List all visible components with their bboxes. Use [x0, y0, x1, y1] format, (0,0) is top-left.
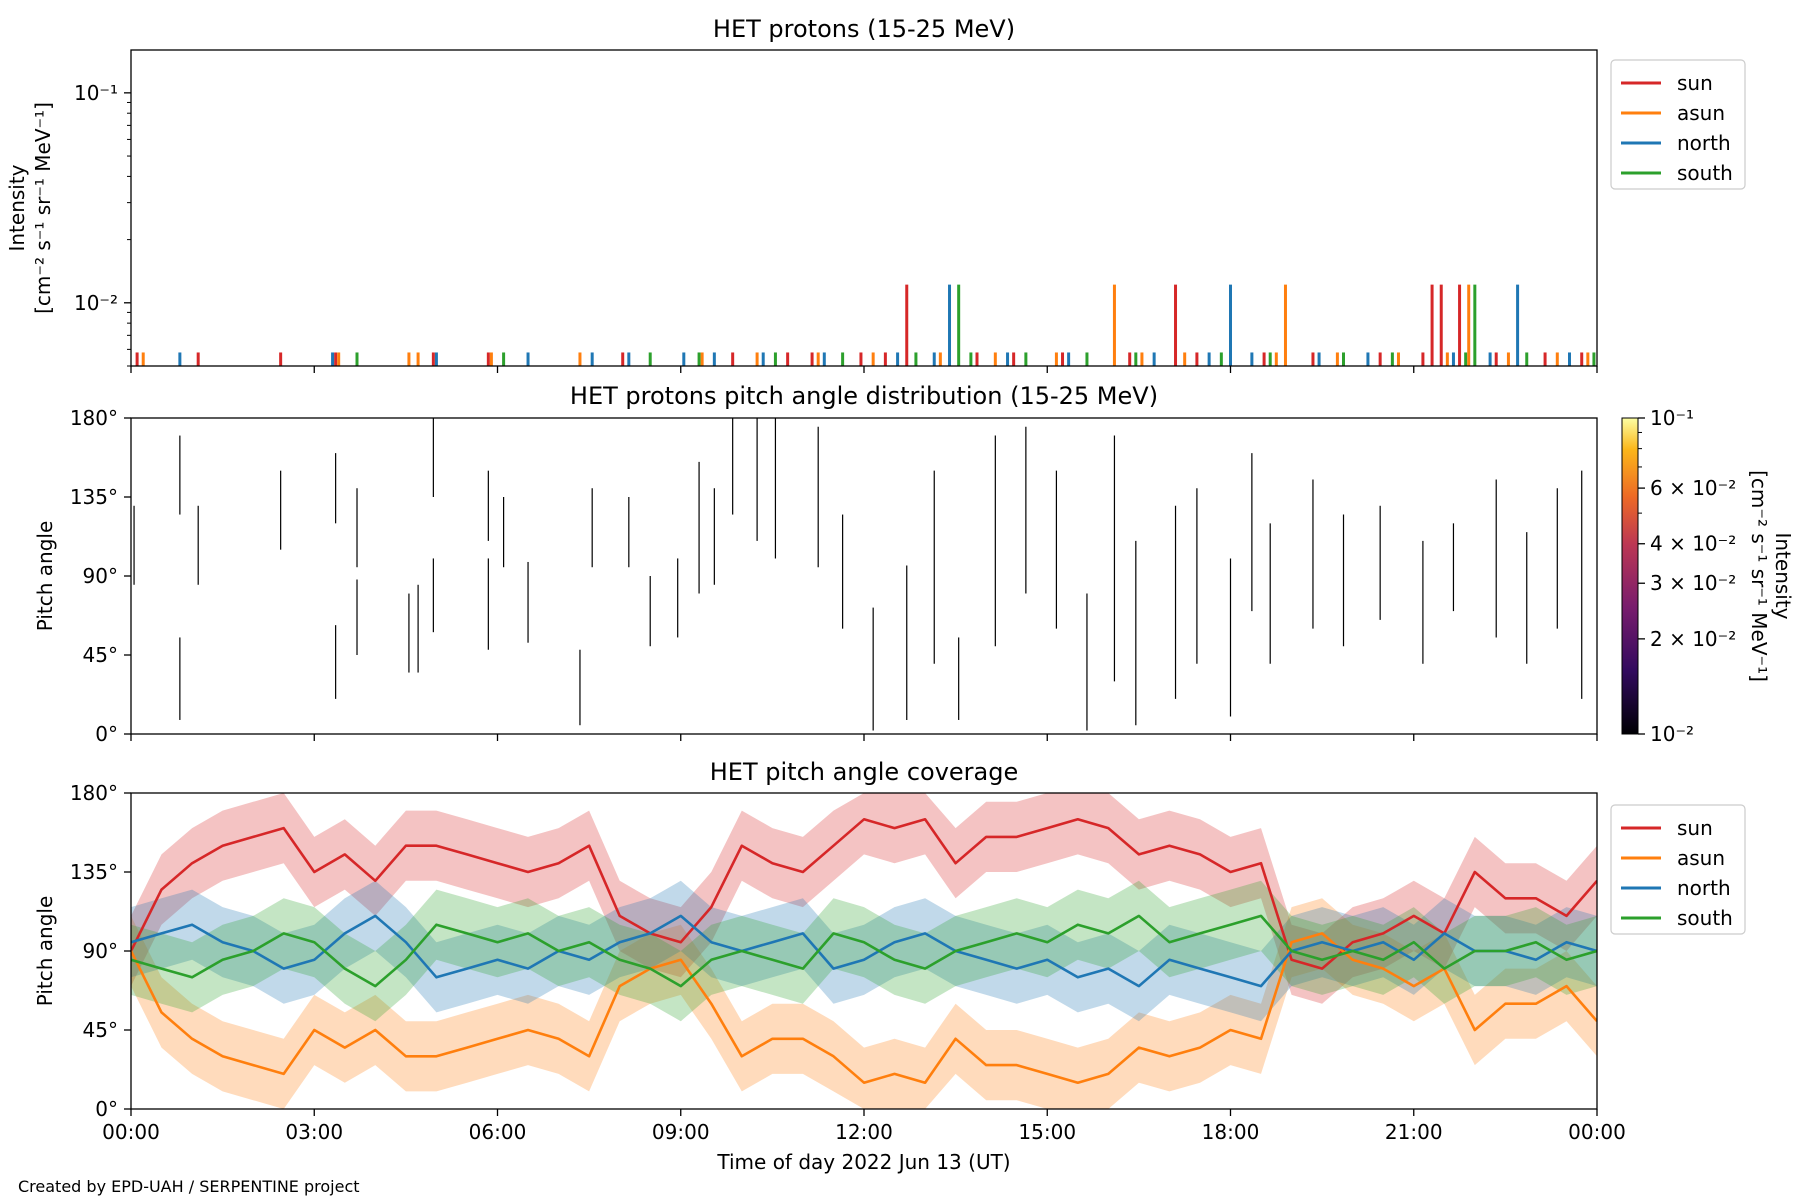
- colorbar-tick-label: 2 × 10⁻²: [1650, 627, 1736, 651]
- y-tick-label: 180°: [70, 406, 118, 430]
- colorbar-tick-label: 3 × 10⁻²: [1650, 571, 1736, 595]
- credit-text: Created by EPD-UAH / SERPENTINE project: [18, 1177, 360, 1196]
- south-legend-label: south: [1677, 161, 1733, 185]
- intensity-y-ticks: 10⁻¹ 10⁻²: [74, 81, 131, 367]
- y-tick-label: 90°: [83, 564, 118, 588]
- y-tick-label: 90°: [83, 939, 118, 963]
- x-tick-label: 00:00: [102, 1120, 160, 1144]
- intensity-panel-title: HET protons (15-25 MeV): [713, 15, 1015, 43]
- y-tick-label: 0°: [95, 1097, 118, 1121]
- south-coverage-band: [131, 880, 1597, 1022]
- legend-frame: [1610, 804, 1746, 935]
- colorbar-tick-label: 10⁻²: [1650, 722, 1694, 746]
- coverage-panel-title: HET pitch angle coverage: [710, 758, 1018, 786]
- colorbar: [1621, 417, 1639, 735]
- y-tick-label: 10⁻²: [74, 291, 118, 315]
- pad-axes-frame: [130, 417, 1598, 735]
- intensity-y-label: Intensity: [5, 164, 29, 251]
- y-tick-label: 135°: [70, 485, 118, 509]
- x-tick-label: 12:00: [835, 1120, 893, 1144]
- north-legend-label: north: [1677, 876, 1731, 900]
- legend-frame: [1610, 59, 1746, 190]
- south-legend-label: south: [1677, 906, 1733, 930]
- asun-coverage-band: [131, 898, 1597, 1109]
- y-tick-label: 45°: [83, 643, 118, 667]
- sun-legend-label: sun: [1677, 71, 1713, 95]
- coverage-legend: sun asun north south: [1610, 804, 1746, 935]
- y-tick-label: 45°: [83, 1018, 118, 1042]
- colorbar-label-units: [cm⁻² s⁻¹ sr⁻¹ MeV⁻¹]: [1747, 470, 1771, 682]
- intensity-x-ticks: [130, 366, 1598, 373]
- coverage-y-ticks: 0° 45° 90° 135° 180°: [70, 781, 131, 1121]
- y-tick-label: 135°: [70, 860, 118, 884]
- y-tick-label: 0°: [95, 722, 118, 746]
- north-legend-label: north: [1677, 131, 1731, 155]
- asun-legend-label: asun: [1677, 101, 1725, 125]
- colorbar-tick-label: 10⁻¹: [1650, 406, 1694, 430]
- sun-coverage-band: [131, 793, 1597, 1004]
- coverage-panel: HET pitch angle coverage 0° 45° 90° 135° 180…: [33, 758, 1746, 1144]
- intensity-legend: sun asun north south: [1610, 59, 1746, 190]
- x-tick-label: 09:00: [652, 1120, 710, 1144]
- pad-x-ticks: [130, 734, 1598, 741]
- coverage-y-label: Pitch angle: [33, 896, 57, 1007]
- x-tick-label: 21:00: [1385, 1120, 1443, 1144]
- pad-y-label: Pitch angle: [33, 521, 57, 632]
- pad-panel-title: HET protons pitch angle distribution (15…: [570, 382, 1158, 410]
- sun-legend-label: sun: [1677, 816, 1713, 840]
- intensity-plot-area: [135, 284, 1596, 366]
- asun-legend-label: asun: [1677, 846, 1725, 870]
- coverage-plot-area: [131, 793, 1597, 1109]
- intensity-panel: HET protons (15-25 MeV) 10⁻¹ 10⁻² Intensi…: [5, 15, 1746, 373]
- x-tick-label: 06:00: [469, 1120, 527, 1144]
- pad-y-ticks: 0° 45° 90° 135° 180°: [70, 406, 131, 746]
- asun-coverage-line: [131, 932, 1597, 1084]
- x-tick-label: 03:00: [285, 1120, 343, 1144]
- pad-panel: HET protons pitch angle distribution (15…: [33, 382, 1795, 746]
- x-tick-label: 15:00: [1018, 1120, 1076, 1144]
- colorbar-label: Intensity: [1771, 532, 1795, 619]
- intensity-axes-frame: [130, 49, 1598, 367]
- colorbar-ticks: 10⁻¹ 6 × 10⁻² 4 × 10⁻² 3 × 10⁻² 2 × 10⁻² 10⁻²: [1638, 406, 1736, 746]
- coverage-x-ticks: 00:00 03:00 06:00 09:00 12:00 15:00 18:00 21:00…: [102, 1109, 1626, 1144]
- pad-plot-area: [133, 418, 1583, 731]
- x-tick-label: 00:00: [1568, 1120, 1626, 1144]
- south-coverage-line: [131, 914, 1597, 988]
- north-coverage-band: [131, 880, 1597, 1022]
- colorbar-tick-label: 6 × 10⁻²: [1650, 476, 1736, 500]
- y-tick-label: 10⁻¹: [74, 81, 118, 105]
- y-tick-label: 180°: [70, 781, 118, 805]
- x-tick-label: 18:00: [1202, 1120, 1260, 1144]
- colorbar-tick-label: 4 × 10⁻²: [1650, 532, 1736, 556]
- intensity-y-label-units: [cm⁻² s⁻¹ sr⁻¹ MeV⁻¹]: [31, 102, 55, 314]
- sun-coverage-line: [131, 817, 1597, 970]
- x-axis-label: Time of day 2022 Jun 13 (UT): [716, 1150, 1010, 1174]
